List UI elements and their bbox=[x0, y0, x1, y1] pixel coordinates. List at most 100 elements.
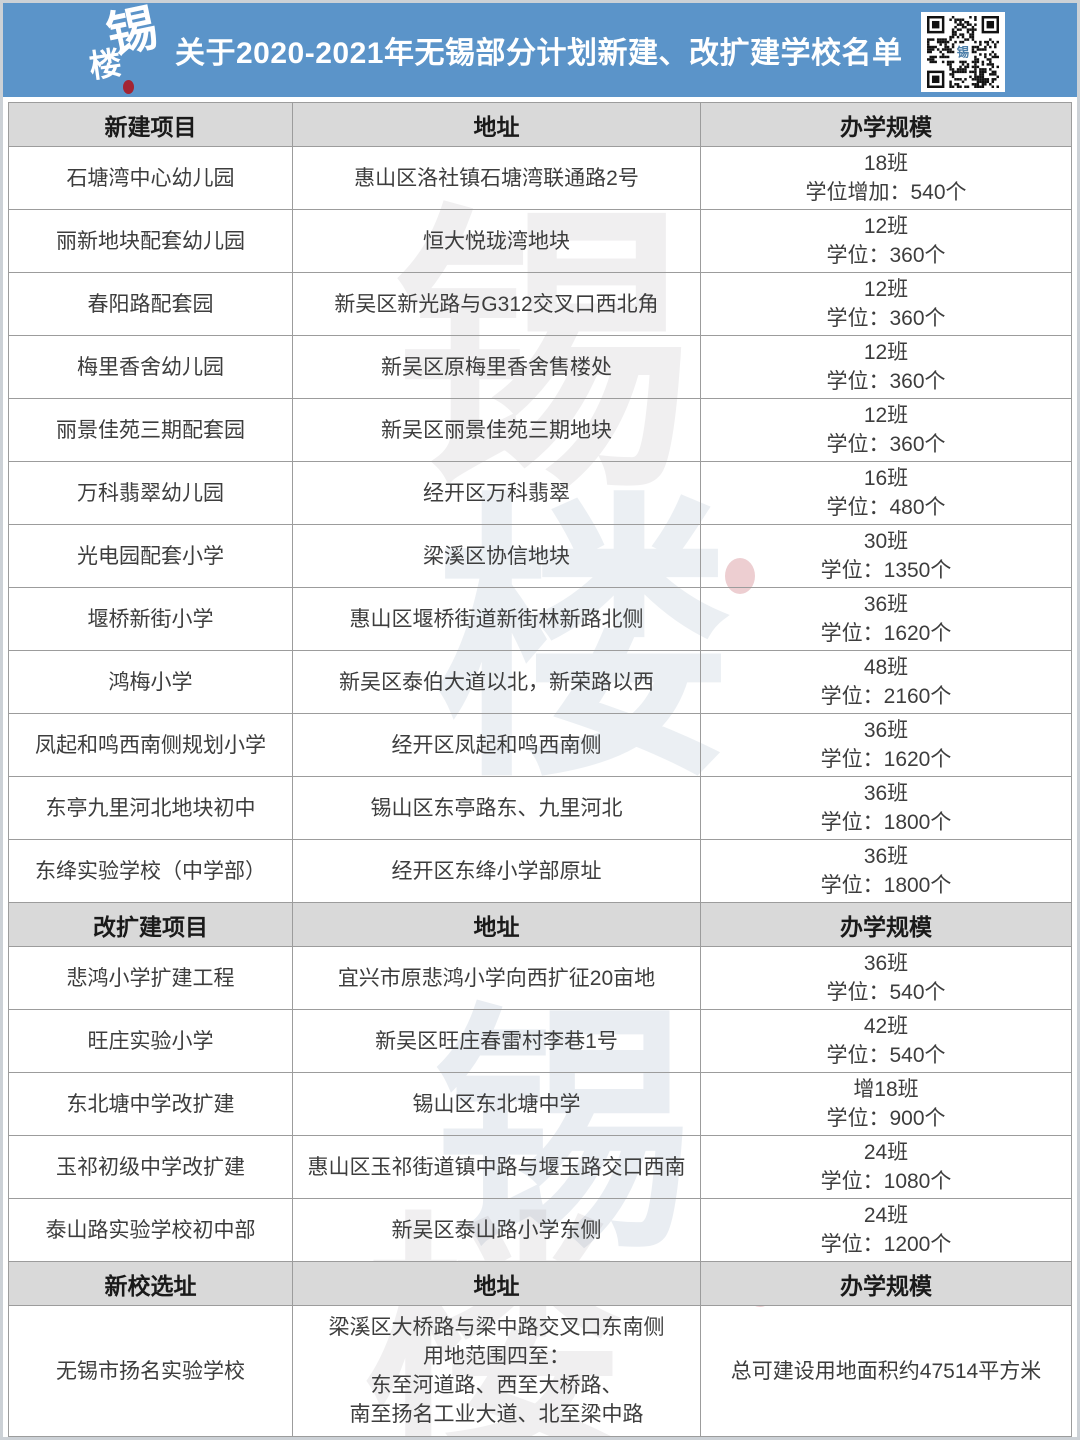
address-cell: 梁溪区大桥路与梁中路交叉口东南侧 用地范围四至： 东至河道路、西至大桥路、 南至扬名工… bbox=[293, 1306, 701, 1436]
address-line: 新吴区新光路与G312交叉口西北角 bbox=[334, 292, 659, 316]
table-row: 梅里香舍幼儿园 新吴区原梅里香舍售楼处 12班 学位：360个 bbox=[9, 336, 1071, 399]
address-cell: 经开区东绛小学部原址 bbox=[293, 840, 701, 902]
school-name-cell: 无锡市扬名实验学校 bbox=[9, 1306, 293, 1436]
school-name: 丽新地块配套幼儿园 bbox=[56, 229, 245, 253]
scale-cell: 12班学位：360个 bbox=[701, 399, 1071, 461]
address-line: 锡山区东北塘中学 bbox=[412, 1092, 581, 1116]
school-name-cell: 旺庄实验小学 bbox=[9, 1010, 293, 1072]
scale-cell: 12班 学位：360个 bbox=[701, 210, 1071, 272]
svg-text:锡: 锡 bbox=[957, 44, 969, 59]
school-name: 东绛实验学校（中学部） bbox=[35, 859, 266, 883]
scale-cell: 12班 学位：360个 bbox=[701, 273, 1071, 335]
scale-line: 学位：360个 bbox=[826, 307, 946, 330]
scale-line: 学位：360个 bbox=[826, 370, 946, 393]
school-name-cell: 东亭九里河北地块初中 bbox=[9, 777, 293, 839]
scale-cell: 18班学位增加：540个 bbox=[701, 147, 1071, 209]
scale-cell: 36班学位：1620个 bbox=[701, 714, 1071, 776]
table-row: 石塘湾中心幼儿园 惠山区洛社镇石塘湾联通路2号 18班学位增加：540个 bbox=[9, 147, 1071, 210]
scale-cell: 36班 学位：1620个 bbox=[701, 588, 1071, 650]
section-header-cell: 地址 bbox=[293, 903, 701, 946]
address-line: 惠山区洛社镇石塘湾联通路2号 bbox=[354, 166, 639, 190]
school-name: 光电园配套小学 bbox=[77, 544, 224, 568]
scale-line: 42班 bbox=[863, 1015, 909, 1038]
school-name-cell: 光电园配套小学 bbox=[9, 525, 293, 587]
scale-line: 36班 bbox=[863, 593, 909, 616]
scale-line: 36班 bbox=[863, 782, 909, 805]
address-line: 南至扬名工业大道、北至梁中路 bbox=[349, 1403, 644, 1426]
address-line: 新吴区旺庄春雷村李巷1号 bbox=[375, 1029, 618, 1053]
scale-line: 学位增加：540个 bbox=[805, 181, 967, 204]
address-cell: 梁溪区协信地块 bbox=[293, 525, 701, 587]
scale-line: 学位：360个 bbox=[826, 433, 946, 456]
scale-line: 16班 bbox=[863, 467, 909, 490]
school-name-cell: 石塘湾中心幼儿园 bbox=[9, 147, 293, 209]
section-header-cell: 办学规模 bbox=[840, 913, 932, 940]
address-line: 经开区东绛小学部原址 bbox=[391, 859, 602, 883]
scale-line: 学位：480个 bbox=[826, 496, 946, 519]
table-section-header-row: 新建项目 地址 办学规模 bbox=[9, 103, 1071, 147]
address-line: 惠山区堰桥街道新街林新路北侧 bbox=[349, 607, 644, 631]
table-row: 东亭九里河北地块初中 锡山区东亭路东、九里河北 36班 学位：1800个 bbox=[9, 777, 1071, 840]
school-name-cell: 东北塘中学改扩建 bbox=[9, 1073, 293, 1135]
banner: 锡 楼 关于2020-2021年无锡部分计划新建、改扩建学校名单 锡 bbox=[3, 3, 1077, 97]
scale-cell: 增18班 学位：900个 bbox=[701, 1073, 1071, 1135]
school-name-cell: 万科翡翠幼儿园 bbox=[9, 462, 293, 524]
logo-xilou: 锡 楼 bbox=[87, 3, 173, 97]
school-name-cell: 悲鸿小学扩建工程 bbox=[9, 947, 293, 1009]
section-header-cell: 办学规模 bbox=[840, 1272, 932, 1299]
school-name-cell: 凤起和鸣西南侧规划小学 bbox=[9, 714, 293, 776]
scale-line: 36班 bbox=[863, 952, 909, 975]
scale-line: 24班 bbox=[863, 1141, 909, 1164]
school-name: 悲鸿小学扩建工程 bbox=[66, 966, 235, 990]
school-name-cell: 泰山路实验学校初中部 bbox=[9, 1199, 293, 1261]
table-row: 旺庄实验小学 新吴区旺庄春雷村李巷1号 42班 学位：540个 bbox=[9, 1010, 1071, 1073]
school-name-cell: 东绛实验学校（中学部） bbox=[9, 840, 293, 902]
table-row: 无锡市扬名实验学校 梁溪区大桥路与梁中路交叉口东南侧 用地范围四至： 东至河道路、西至… bbox=[9, 1306, 1071, 1436]
scale-cell: 24班 学位：1200个 bbox=[701, 1199, 1071, 1261]
address-line: 宜兴市原悲鸿小学向西扩征20亩地 bbox=[337, 966, 656, 990]
scale-line: 学位：360个 bbox=[826, 244, 946, 267]
table-row: 凤起和鸣西南侧规划小学 经开区凤起和鸣西南侧 36班 学位：1620个 bbox=[9, 714, 1071, 777]
section-header-cell: 办学规模 bbox=[840, 113, 932, 140]
school-name: 旺庄实验小学 bbox=[87, 1029, 214, 1053]
table-row: 光电园配套小学 梁溪区协信地块 30班 学位：1350个 bbox=[9, 525, 1071, 588]
scale-cell: 12班 学位：360个 bbox=[701, 336, 1071, 398]
school-name-cell: 鸿梅小学 bbox=[9, 651, 293, 713]
school-name: 无锡市扬名实验学校 bbox=[56, 1359, 245, 1383]
section-header-cell: 新校选址 bbox=[9, 1262, 293, 1305]
address-cell: 惠山区堰桥街道新街林新路北侧 bbox=[293, 588, 701, 650]
section-header-cell: 地址 bbox=[293, 1262, 701, 1305]
section-header-cell: 新建项目 bbox=[9, 103, 293, 146]
scale-line: 学位：1350个 bbox=[820, 559, 952, 582]
table-row: 万科翡翠幼儿园 经开区万科翡翠 16班 学位：480个 bbox=[9, 462, 1071, 525]
school-name-cell: 堰桥新街小学 bbox=[9, 588, 293, 650]
school-name: 石塘湾中心幼儿园 bbox=[66, 166, 235, 190]
school-name: 鸿梅小学 bbox=[108, 670, 193, 694]
school-name-cell: 丽景佳苑三期配套园 bbox=[9, 399, 293, 461]
scale-cell: 36班 学位：540个 bbox=[701, 947, 1071, 1009]
address-cell: 新吴区泰山路小学东侧 bbox=[293, 1199, 701, 1261]
address-line: 用地范围四至： bbox=[423, 1345, 570, 1368]
address-line: 东至河道路、西至大桥路、 bbox=[370, 1374, 623, 1397]
school-name-cell: 春阳路配套园 bbox=[9, 273, 293, 335]
table-row: 东绛实验学校（中学部） 经开区东绛小学部原址 36班 学位：1800个 bbox=[9, 840, 1071, 903]
table-row: 泰山路实验学校初中部 新吴区泰山路小学东侧 24班 学位：1200个 bbox=[9, 1199, 1071, 1262]
scale-line: 12班 bbox=[863, 404, 909, 427]
address-cell: 宜兴市原悲鸿小学向西扩征20亩地 bbox=[293, 947, 701, 1009]
scale-line: 36班 bbox=[863, 845, 909, 868]
table-row: 丽景佳苑三期配套园 新吴区丽景佳苑三期地块 12班 学位：360个 bbox=[9, 399, 1071, 462]
scale-cell: 48班 学位：2160个 bbox=[701, 651, 1071, 713]
school-name: 凤起和鸣西南侧规划小学 bbox=[35, 733, 266, 757]
address-cell: 经开区凤起和鸣西南侧 bbox=[293, 714, 701, 776]
scale-line: 18班 bbox=[863, 152, 909, 175]
school-name: 东亭九里河北地块初中 bbox=[45, 796, 256, 820]
scale-line: 36班 bbox=[863, 719, 909, 742]
table-row: 丽新地块配套幼儿园 恒大悦珑湾地块 12班 学位：360个 bbox=[9, 210, 1071, 273]
address-cell: 锡山区东亭路东、九里河北 bbox=[293, 777, 701, 839]
scale-line: 学位：1620个 bbox=[820, 748, 952, 771]
address-cell: 新吴区新光路与G312交叉口西北角 bbox=[293, 273, 701, 335]
address-line: 锡山区东亭路东、九里河北 bbox=[370, 796, 623, 820]
address-cell: 锡山区东北塘中学 bbox=[293, 1073, 701, 1135]
school-name: 梅里香舍幼儿园 bbox=[77, 355, 224, 379]
